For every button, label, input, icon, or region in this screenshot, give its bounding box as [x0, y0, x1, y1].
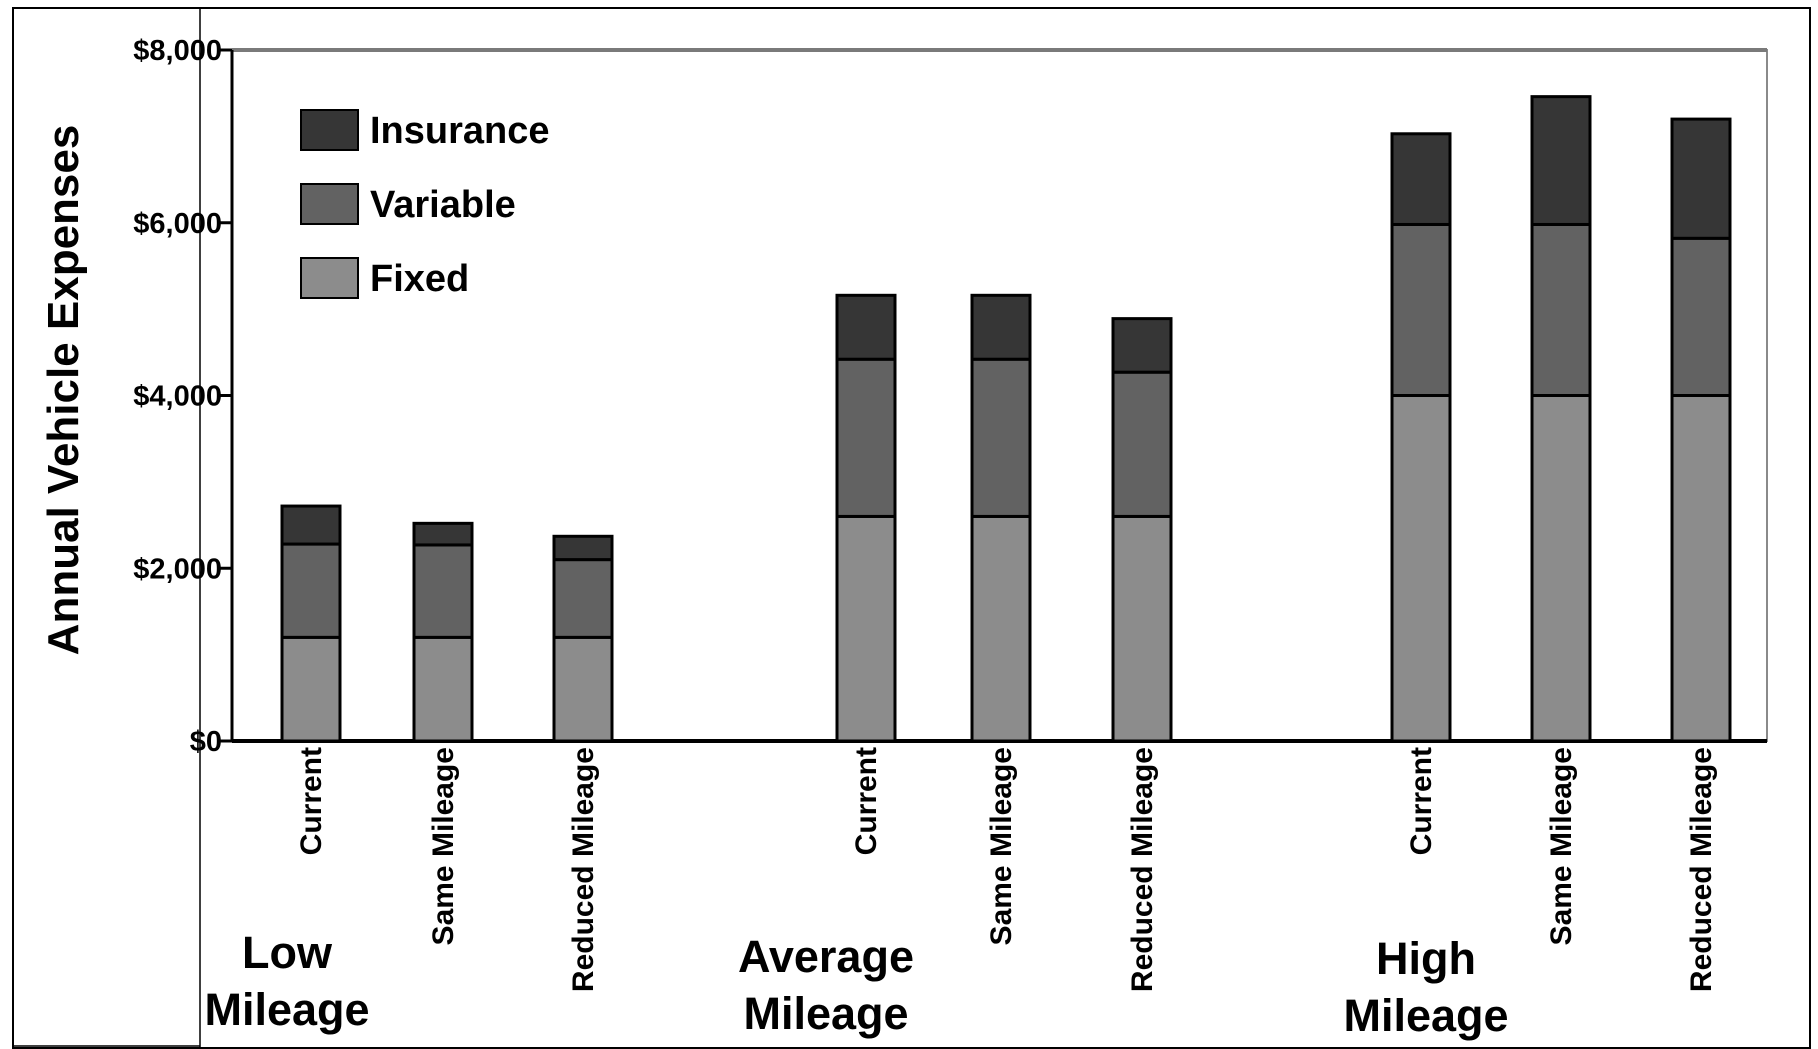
- group-label: Average: [738, 931, 914, 982]
- group-label: Mileage: [204, 984, 369, 1035]
- bar-segment-insurance: [1390, 132, 1452, 226]
- bar-segment-variable: [1111, 370, 1173, 518]
- y-tick-label: $4,000: [133, 381, 222, 413]
- legend-swatch-variable: [300, 183, 359, 225]
- outer-frame: [12, 7, 1811, 1049]
- bar-segment-insurance: [1111, 317, 1173, 374]
- y-tick-label: $0: [190, 726, 222, 758]
- bar-segment-variable: [280, 542, 342, 639]
- legend-swatch-insurance: [300, 109, 359, 151]
- category-label: Same Mileage: [985, 747, 1018, 945]
- category-label: Reduced Mileage: [1126, 747, 1159, 992]
- bar-segment-fixed: [1530, 394, 1592, 743]
- y-axis-label: Annual Vehicle Expenses: [39, 125, 88, 656]
- bar-segment-variable: [1670, 236, 1732, 397]
- bar-segment-fixed: [970, 514, 1032, 743]
- legend-swatch-fixed: [300, 257, 359, 299]
- bar-segment-insurance: [1530, 95, 1592, 226]
- bar-segment-insurance: [835, 293, 897, 361]
- group-label: Mileage: [1343, 990, 1508, 1041]
- category-label: Current: [850, 747, 883, 855]
- category-label: Reduced Mileage: [567, 747, 600, 992]
- category-label: Same Mileage: [427, 747, 460, 945]
- bar-segment-insurance: [1670, 117, 1732, 240]
- bar-segment-variable: [412, 543, 474, 639]
- legend-label: Insurance: [370, 110, 550, 152]
- category-label: Current: [295, 747, 328, 855]
- bar-segment-variable: [1390, 222, 1452, 397]
- group-label: High: [1376, 933, 1476, 984]
- legend-label: Variable: [370, 184, 516, 226]
- bar-segment-fixed: [835, 514, 897, 743]
- category-label: Reduced Mileage: [1685, 747, 1718, 992]
- category-label: Current: [1405, 747, 1438, 855]
- group-label: Mileage: [743, 988, 908, 1039]
- x-axis-labels: Current Same Mileage Reduced Mileage Curren…: [204, 747, 1718, 1041]
- bar-segment-fixed: [1111, 514, 1173, 743]
- y-tick-label: $8,000: [133, 35, 222, 67]
- bar-segment-variable: [1530, 222, 1592, 397]
- bars: [280, 95, 1732, 743]
- bar-segment-insurance: [280, 504, 342, 546]
- bar-segment-insurance: [552, 534, 614, 562]
- group-label: Low: [242, 927, 333, 978]
- bar-segment-variable: [835, 357, 897, 518]
- bar-segment-insurance: [412, 521, 474, 547]
- bar-segment-variable: [970, 357, 1032, 518]
- category-label: Same Mileage: [1545, 747, 1578, 945]
- y-tick-label: $2,000: [133, 553, 222, 585]
- bar-segment-fixed: [1670, 394, 1732, 743]
- bar-segment-fixed: [412, 635, 474, 743]
- legend: Insurance Variable Fixed: [300, 109, 550, 300]
- legend-label: Fixed: [370, 258, 469, 300]
- y-tick-label: $6,000: [133, 208, 222, 240]
- bar-segment-variable: [552, 558, 614, 639]
- bar-segment-fixed: [280, 635, 342, 743]
- bar-segment-insurance: [970, 293, 1032, 361]
- bar-segment-fixed: [1390, 394, 1452, 743]
- bar-segment-fixed: [552, 635, 614, 743]
